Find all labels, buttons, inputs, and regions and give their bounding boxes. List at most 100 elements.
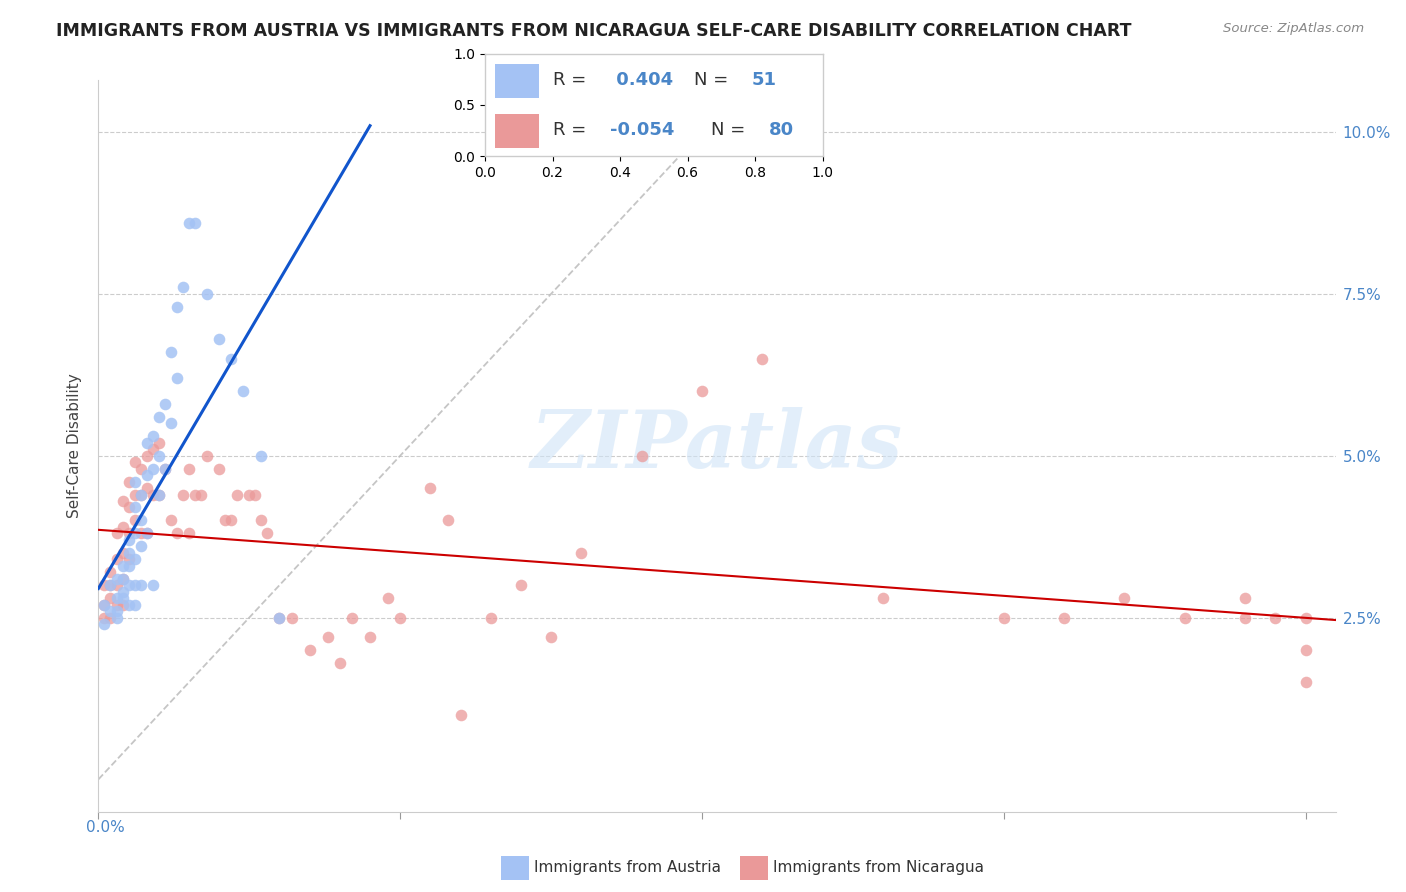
Point (509, 578, 531, 592)
Point (117, 558, 139, 573)
Point (250, 513, 273, 527)
Point (135, 526, 157, 541)
Point (129, 539, 152, 553)
Point (153, 461, 176, 475)
Point (117, 552, 139, 566)
Point (117, 533, 139, 547)
Point (105, 604, 128, 618)
Point (124, 500, 146, 515)
Y-axis label: Self-Care Disability: Self-Care Disability (67, 374, 83, 518)
Point (148, 449, 170, 463)
Text: 0.404: 0.404 (610, 71, 673, 89)
Text: Immigrants from Nicaragua: Immigrants from Nicaragua (773, 860, 984, 874)
Point (1295, 643, 1317, 657)
Point (129, 461, 152, 475)
Point (872, 591, 894, 606)
Point (195, 286, 218, 301)
Point (160, 345, 183, 359)
Point (100, 578, 122, 592)
Point (111, 572, 134, 586)
Text: Source: ZipAtlas.com: Source: ZipAtlas.com (1223, 22, 1364, 36)
Text: -0.054: -0.054 (610, 121, 675, 139)
Point (166, 300, 188, 314)
Point (124, 526, 146, 541)
Text: N =: N = (711, 121, 751, 139)
Point (208, 332, 231, 346)
Point (135, 481, 157, 495)
Point (129, 487, 152, 501)
Point (105, 572, 128, 586)
Point (135, 449, 157, 463)
FancyBboxPatch shape (501, 856, 529, 880)
Point (93, 578, 115, 592)
Point (1295, 675, 1317, 690)
Point (219, 351, 242, 366)
Point (419, 481, 441, 495)
Point (100, 591, 122, 606)
Point (124, 487, 146, 501)
Point (377, 591, 399, 606)
Point (111, 584, 134, 599)
Point (117, 578, 139, 592)
Point (124, 475, 146, 489)
Point (93, 598, 115, 612)
Point (117, 546, 139, 560)
Point (111, 494, 134, 508)
Point (316, 630, 339, 644)
Point (135, 526, 157, 541)
Point (340, 610, 363, 624)
Point (124, 578, 146, 592)
Point (751, 351, 773, 366)
Point (105, 591, 128, 606)
Point (172, 280, 194, 294)
Point (190, 487, 212, 501)
Text: 0.0%: 0.0% (86, 821, 125, 836)
Point (142, 578, 165, 592)
Point (100, 610, 122, 624)
Point (124, 513, 146, 527)
Text: 51: 51 (752, 71, 776, 89)
FancyBboxPatch shape (495, 64, 538, 97)
Point (117, 475, 139, 489)
Point (437, 513, 460, 527)
Point (142, 487, 165, 501)
Point (105, 598, 128, 612)
Point (256, 526, 278, 541)
Point (111, 520, 134, 534)
Point (124, 552, 146, 566)
Text: R =: R = (553, 121, 592, 139)
Text: ZIPatlas: ZIPatlas (531, 408, 903, 484)
Point (124, 598, 146, 612)
Point (148, 487, 170, 501)
Point (569, 546, 592, 560)
Point (172, 487, 194, 501)
Text: R =: R = (553, 71, 592, 89)
Point (245, 487, 267, 501)
Point (450, 707, 472, 722)
Point (142, 442, 165, 457)
Text: N =: N = (695, 71, 734, 89)
Point (93, 617, 115, 632)
Point (105, 526, 128, 541)
Text: IMMIGRANTS FROM AUSTRIA VS IMMIGRANTS FROM NICARAGUA SELF-CARE DISABILITY CORREL: IMMIGRANTS FROM AUSTRIA VS IMMIGRANTS FR… (56, 22, 1132, 40)
Point (1234, 591, 1257, 606)
Point (1114, 591, 1136, 606)
Point (219, 513, 242, 527)
Point (135, 468, 157, 483)
Point (389, 610, 412, 624)
Point (93, 610, 115, 624)
Point (166, 526, 188, 541)
Point (280, 610, 302, 624)
Point (208, 461, 231, 475)
Point (479, 610, 502, 624)
FancyBboxPatch shape (495, 114, 538, 148)
Point (1295, 610, 1317, 624)
Point (630, 449, 652, 463)
Point (111, 558, 134, 573)
Point (100, 604, 122, 618)
Point (105, 610, 128, 624)
Point (111, 546, 134, 560)
Point (238, 487, 260, 501)
Point (124, 455, 146, 469)
Point (232, 384, 254, 398)
